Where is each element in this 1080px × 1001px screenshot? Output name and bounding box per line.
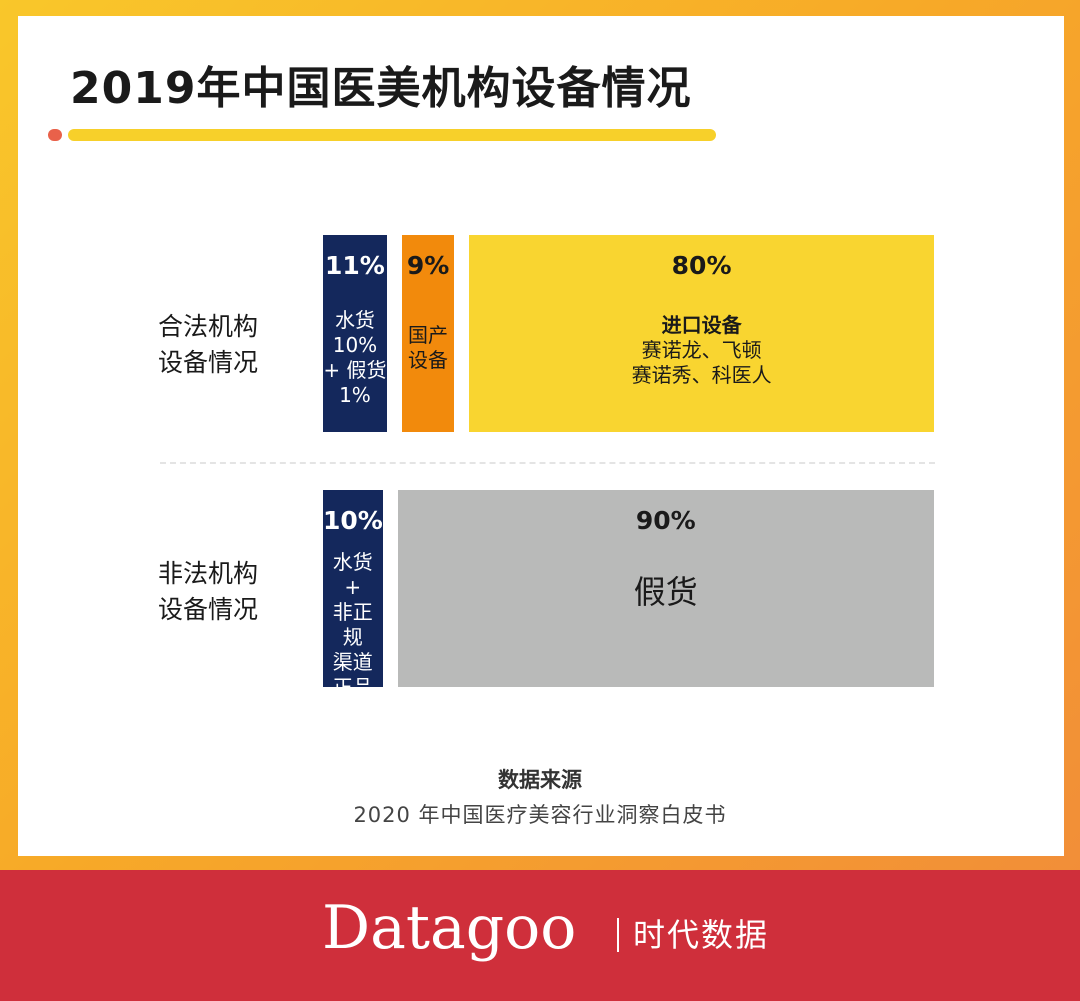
segment-description-line: 正品 [332, 675, 373, 687]
segment-description: 水货 + 非正规 渠道 正品 [323, 550, 383, 687]
footer-banner [0, 870, 1080, 1001]
segment-percent-label: 10% [323, 506, 383, 535]
row-label-line: 设备情况 [158, 348, 259, 377]
segment-description-line: 非正规 [332, 600, 373, 649]
segment-description-line: 赛诺龙、飞顿 [641, 338, 762, 362]
segment-percent-label: 80% [671, 251, 732, 280]
segment-description-line: 赛诺秀、科医人 [631, 363, 772, 387]
segment-description-line: + [344, 575, 362, 599]
bar-segment: 11% 水货 10% + 假货 1% [323, 235, 387, 432]
bar-segment: 80% 进口设备 赛诺龙、飞顿 赛诺秀、科医人 [469, 235, 934, 432]
row-label-line: 非法机构 [158, 559, 259, 588]
segment-description-line: 进口设备 [661, 313, 742, 337]
segment-percent-label: 11% [325, 251, 385, 280]
segment-percent-label: 90% [635, 506, 696, 535]
row-label: 合法机构 设备情况 [158, 309, 298, 381]
row-label-line: 设备情况 [158, 595, 259, 624]
segment-description-line: 水货 [334, 308, 375, 332]
row-separator [160, 462, 935, 464]
brand-chinese-name: 时代数据 [633, 916, 770, 954]
page-title: 2019年中国医美机构设备情况 [70, 63, 692, 114]
brand-divider [617, 918, 619, 952]
source-title: 数据来源 [498, 768, 582, 792]
segment-description-line: 国产 [408, 323, 449, 347]
bar-segment: 9% 国产 设备 [401, 235, 455, 432]
segment-description-line: + 假货 [323, 358, 387, 382]
bar-segment: 90% 假货 [397, 490, 934, 687]
segment-percent-label: 9% [406, 251, 450, 280]
segment-description-line: 水货 [332, 550, 373, 574]
segment-description: 进口设备 赛诺龙、飞顿 赛诺秀、科医人 [469, 313, 934, 388]
brand-logo-text: Datagoo [322, 893, 577, 963]
segment-description: 假货 [398, 572, 934, 612]
row-label: 非法机构 设备情况 [158, 556, 298, 628]
segment-description: 国产 设备 [402, 323, 454, 373]
segment-description-line: 设备 [408, 348, 449, 372]
source-text: 2020 年中国医疗美容行业洞察白皮书 [353, 803, 727, 827]
title-underline-bar [68, 129, 716, 141]
segment-description-line: 10% [332, 333, 378, 357]
segment-description-line: 假货 [633, 573, 698, 611]
segment-description-line: 1% [339, 383, 371, 407]
title-underline-dot [48, 129, 62, 141]
segment-description-line: 渠道 [332, 650, 373, 674]
segment-description: 水货 10% + 假货 1% [323, 308, 387, 408]
bar-segment: 10% 水货 + 非正规 渠道 正品 [323, 490, 383, 687]
content-card [18, 16, 1064, 856]
row-label-line: 合法机构 [158, 312, 259, 341]
